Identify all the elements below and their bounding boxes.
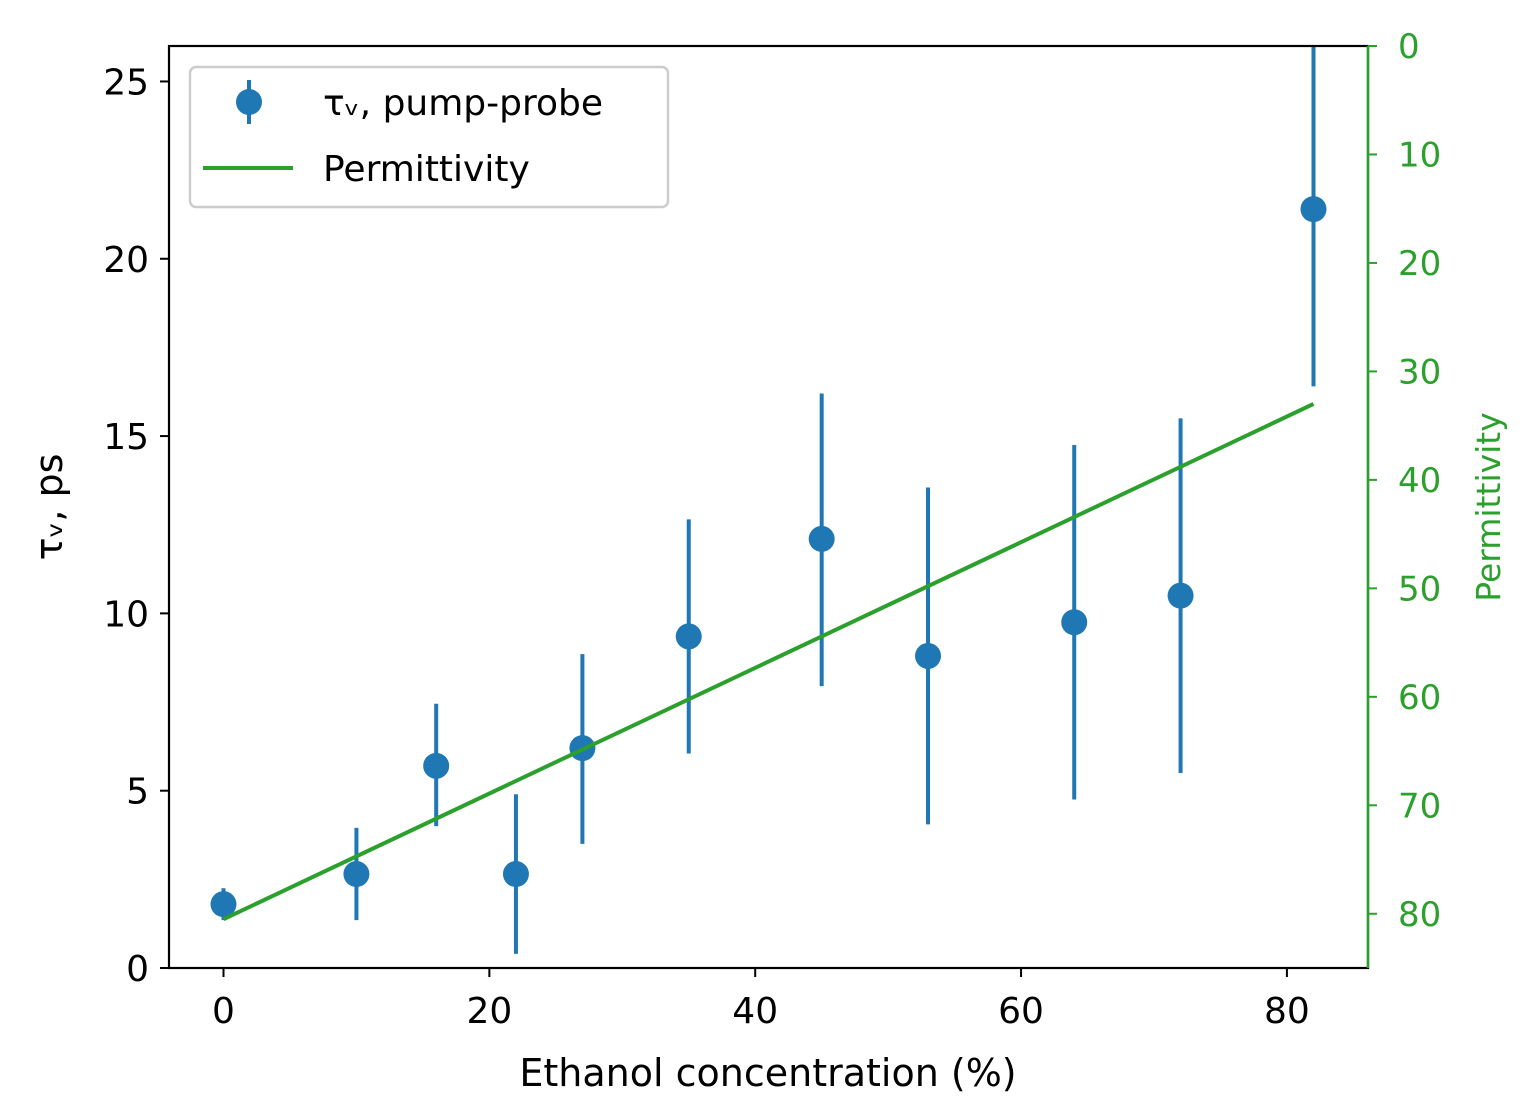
plot-area xyxy=(210,46,1327,954)
y2-axis-ticks: 0 10 20 30 40 50 60 70 80 xyxy=(1366,27,1441,968)
x-tick-label: 20 xyxy=(466,991,512,1032)
y2-tick-label: 10 xyxy=(1398,135,1441,175)
y-tick-label: 10 xyxy=(103,594,149,635)
permittivity-line xyxy=(222,402,1315,921)
plot-marks xyxy=(210,46,1327,954)
x-tick-label: 0 xyxy=(212,991,235,1032)
y2-tick-label: 60 xyxy=(1398,678,1441,718)
data-point xyxy=(423,752,450,779)
y-tick-label: 0 xyxy=(126,949,149,990)
data-point xyxy=(808,525,835,552)
legend-label-pump-probe: τᵥ, pump-probe xyxy=(323,83,603,124)
data-point xyxy=(1061,609,1088,636)
y2-tick-label: 20 xyxy=(1398,244,1441,284)
y-tick-label: 25 xyxy=(103,62,149,103)
legend-label-permittivity: Permittivity xyxy=(323,149,530,190)
x-axis-ticks: 0 20 40 60 80 xyxy=(212,968,1310,1032)
data-point xyxy=(343,861,370,888)
y-tick-label: 15 xyxy=(103,417,149,458)
y-tick-label: 5 xyxy=(126,772,149,813)
data-point xyxy=(675,623,702,650)
data-point xyxy=(1300,196,1327,223)
data-point xyxy=(915,642,942,669)
y2-tick-label: 70 xyxy=(1398,786,1441,826)
x-tick-label: 80 xyxy=(1264,991,1310,1032)
y2-axis-label: Permittivity xyxy=(1469,412,1508,602)
data-point xyxy=(1167,582,1194,609)
y2-tick-label: 40 xyxy=(1398,461,1441,501)
y-axis-ticks: 0 5 10 15 20 25 xyxy=(103,62,169,990)
legend: τᵥ, pump-probe Permittivity xyxy=(188,65,670,209)
y2-tick-label: 80 xyxy=(1398,895,1441,935)
data-point xyxy=(210,891,237,918)
y-tick-label: 20 xyxy=(103,240,149,281)
y-axis-label: τᵥ, ps xyxy=(27,454,71,561)
y2-tick-label: 0 xyxy=(1398,27,1420,67)
y2-tick-label: 50 xyxy=(1398,569,1441,609)
data-point xyxy=(502,861,529,888)
x-axis-label: Ethanol concentration (%) xyxy=(519,1051,1016,1095)
x-tick-label: 60 xyxy=(998,991,1044,1032)
y2-tick-label: 30 xyxy=(1398,352,1441,392)
legend-marker-swatch xyxy=(236,89,262,115)
x-tick-label: 40 xyxy=(732,991,778,1032)
legend-frame xyxy=(188,65,670,209)
